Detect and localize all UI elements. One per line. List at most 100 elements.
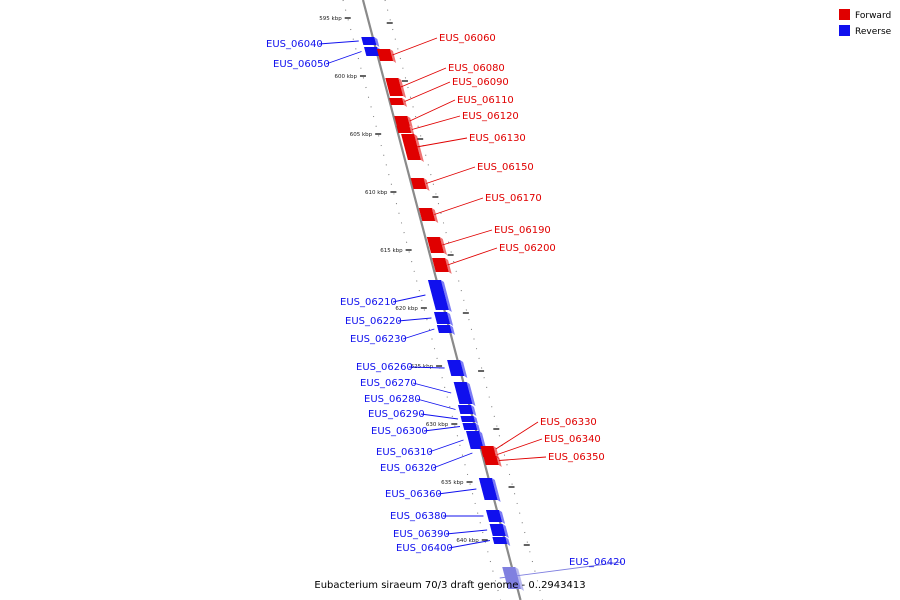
- gene-eus-06280[interactable]: EUS_06280: [364, 394, 477, 416]
- gene-leader-line: [404, 81, 451, 102]
- gene-block-side: [460, 360, 468, 378]
- gene-block[interactable]: [481, 452, 497, 457]
- gene-eus-06120[interactable]: EUS_06120: [396, 111, 519, 135]
- tick-label: 615 kbp: [380, 248, 403, 254]
- gene-eus-06230[interactable]: EUS_06230: [350, 325, 455, 345]
- gene-block[interactable]: [485, 510, 503, 522]
- gene-block[interactable]: [364, 47, 380, 56]
- gene-block[interactable]: [427, 280, 449, 310]
- gene-eus-06390[interactable]: EUS_06390: [393, 524, 509, 540]
- gene-block[interactable]: [480, 446, 495, 452]
- gene-block[interactable]: [492, 537, 508, 544]
- gene-block[interactable]: [483, 456, 499, 465]
- gene-eus-06270[interactable]: EUS_06270: [360, 378, 476, 406]
- gene-eus-06260[interactable]: EUS_06260: [356, 360, 468, 378]
- gene-label[interactable]: EUS_06110: [457, 95, 514, 106]
- gene-label[interactable]: EUS_06050: [273, 59, 330, 70]
- gene-eus-06320[interactable]: EUS_06320: [380, 452, 473, 474]
- gene-label[interactable]: EUS_06200: [499, 243, 556, 254]
- gene-label[interactable]: EUS_06190: [494, 225, 551, 236]
- gene-eus-06380[interactable]: EUS_06380: [390, 510, 506, 524]
- gene-eus-06350[interactable]: EUS_06350: [483, 452, 605, 467]
- gene-eus-06300[interactable]: EUS_06300: [371, 423, 481, 437]
- gene-block[interactable]: [466, 431, 484, 449]
- gene-block[interactable]: [432, 258, 449, 272]
- gene-eus-06200[interactable]: EUS_06200: [432, 243, 556, 274]
- legend-forward-label: Forward: [855, 11, 891, 21]
- gene-eus-06170[interactable]: EUS_06170: [418, 193, 542, 223]
- gene-label[interactable]: EUS_06310: [376, 447, 433, 458]
- gene-label[interactable]: EUS_06090: [452, 77, 509, 88]
- gene-eus-06330[interactable]: EUS_06330: [480, 417, 597, 454]
- gene-eus-06400[interactable]: EUS_06400: [396, 537, 511, 554]
- gene-label[interactable]: EUS_06270: [360, 378, 417, 389]
- gene-label[interactable]: EUS_06170: [485, 193, 542, 204]
- gene-block-side: [409, 126, 415, 135]
- gene-eus-06050[interactable]: EUS_06050: [273, 47, 383, 70]
- gene-block[interactable]: [418, 208, 436, 221]
- gene-eus-06360[interactable]: EUS_06360: [385, 478, 501, 502]
- gene-block[interactable]: [410, 178, 427, 189]
- gene-label[interactable]: EUS_06120: [462, 111, 519, 122]
- gene-leader-line: [423, 426, 461, 432]
- gene-eus-06090[interactable]: EUS_06090: [389, 77, 509, 107]
- gene-label[interactable]: EUS_06290: [368, 409, 425, 420]
- gene-label[interactable]: EUS_06220: [345, 316, 402, 327]
- gene-label[interactable]: EUS_06060: [439, 33, 496, 44]
- gene-block[interactable]: [436, 325, 452, 333]
- gene-label[interactable]: EUS_06230: [350, 334, 407, 345]
- gene-block[interactable]: [396, 126, 412, 133]
- gene-label[interactable]: EUS_06400: [396, 543, 453, 554]
- gene-eus-06130[interactable]: EUS_06130: [401, 133, 526, 162]
- gene-eus-06340[interactable]: EUS_06340: [481, 434, 601, 459]
- gene-label[interactable]: EUS_06130: [469, 133, 526, 144]
- gene-block[interactable]: [394, 116, 410, 126]
- tick-label: 620 kbp: [395, 306, 418, 312]
- gene-block[interactable]: [447, 360, 465, 376]
- gene-label[interactable]: EUS_06350: [548, 452, 605, 463]
- gene-block[interactable]: [433, 312, 451, 324]
- gene-block-side: [440, 280, 452, 312]
- gene-block[interactable]: [489, 524, 506, 536]
- gene-eus-06290[interactable]: EUS_06290: [368, 409, 479, 424]
- gene-eus-06040[interactable]: EUS_06040: [266, 37, 380, 50]
- gene-eus-06110[interactable]: EUS_06110: [394, 95, 514, 128]
- gene-block[interactable]: [453, 382, 473, 404]
- gene-label[interactable]: EUS_06080: [448, 63, 505, 74]
- gene-eus-06220[interactable]: EUS_06220: [345, 312, 454, 327]
- gene-label[interactable]: EUS_06150: [477, 162, 534, 173]
- gene-block[interactable]: [478, 478, 498, 500]
- gene-block[interactable]: [460, 416, 476, 422]
- gene-block[interactable]: [502, 567, 521, 589]
- gene-label[interactable]: EUS_06260: [356, 362, 413, 373]
- gene-eus-06150[interactable]: EUS_06150: [410, 162, 534, 191]
- gene-block[interactable]: [426, 237, 445, 253]
- gene-block[interactable]: [361, 37, 377, 45]
- gene-label[interactable]: EUS_06390: [393, 529, 450, 540]
- gene-leader-line: [408, 366, 445, 369]
- gene-label[interactable]: EUS_06210: [340, 297, 397, 308]
- gene-label[interactable]: EUS_06360: [385, 489, 442, 500]
- gene-label[interactable]: EUS_06420: [569, 557, 626, 568]
- gene-block[interactable]: [401, 134, 421, 160]
- gene-label[interactable]: EUS_06330: [540, 417, 597, 428]
- gene-label[interactable]: EUS_06300: [371, 426, 428, 437]
- gene-label[interactable]: EUS_06280: [364, 394, 421, 405]
- gene-block[interactable]: [376, 49, 394, 61]
- gene-label[interactable]: EUS_06340: [544, 434, 601, 445]
- gene-leader-line: [409, 99, 456, 122]
- gene-label[interactable]: EUS_06040: [266, 39, 323, 50]
- gene-block[interactable]: [389, 98, 404, 105]
- gene-block[interactable]: [457, 405, 474, 414]
- gene-block-side: [439, 237, 448, 255]
- gene-block[interactable]: [385, 78, 404, 96]
- gene-eus-06210[interactable]: EUS_06210: [340, 280, 452, 312]
- gene-eus-06060[interactable]: EUS_06060: [376, 33, 496, 63]
- gene-label[interactable]: EUS_06380: [390, 511, 447, 522]
- gene-eus-06420[interactable]: EUS_06420: [499, 557, 626, 591]
- gene-eus-06080[interactable]: EUS_06080: [385, 63, 505, 98]
- gene-eus-06190[interactable]: EUS_06190: [426, 225, 551, 255]
- gene-label[interactable]: EUS_06320: [380, 463, 437, 474]
- gene-block[interactable]: [462, 423, 478, 430]
- gene-block-side: [449, 325, 455, 335]
